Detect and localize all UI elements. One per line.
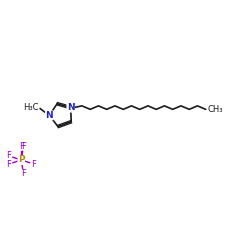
Text: F: F [21, 142, 26, 152]
Text: N: N [46, 111, 53, 120]
Text: F: F [21, 168, 26, 177]
Text: F: F [19, 142, 24, 151]
Text: F: F [6, 152, 11, 160]
Text: N: N [67, 103, 74, 112]
Text: H₃C: H₃C [23, 103, 38, 112]
Text: F: F [6, 160, 11, 168]
Text: CH₃: CH₃ [208, 105, 223, 114]
Text: F: F [32, 160, 36, 168]
Text: P: P [18, 156, 25, 164]
